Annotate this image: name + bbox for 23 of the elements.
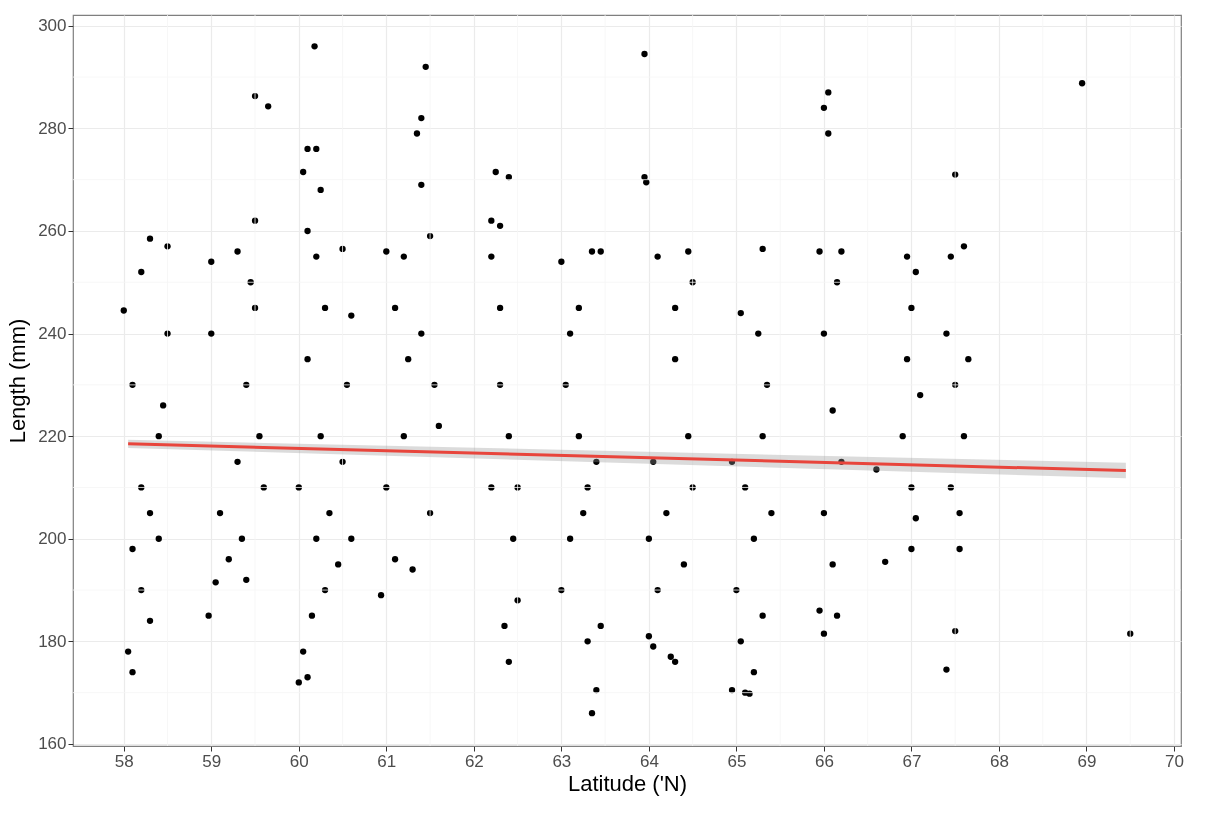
x-tick-label: 65 [727, 751, 747, 771]
y-tick-label: 280 [38, 118, 67, 138]
y-tick-label: 200 [38, 529, 67, 549]
x-tick-label: 64 [639, 751, 659, 771]
x-tick-label: 59 [202, 751, 222, 771]
x-axis-title: Latitude ('N) [567, 770, 688, 796]
x-tick-label: 60 [289, 751, 309, 771]
x-tick-label: 58 [114, 751, 134, 771]
y-tick-label: 220 [38, 426, 67, 446]
x-tick-label: 62 [464, 751, 484, 771]
y-tick-label: 240 [38, 324, 67, 344]
y-axis-title: Length (mm) [5, 318, 31, 444]
x-tick-label: 69 [1077, 751, 1097, 771]
x-tick-label: 63 [552, 751, 572, 771]
x-tick-label: 70 [1165, 751, 1184, 771]
x-tick-label: 68 [990, 751, 1009, 771]
y-tick-label: 160 [38, 734, 67, 754]
y-tick-label: 180 [38, 631, 67, 651]
x-tick-label: 67 [902, 751, 922, 771]
x-tick-label: 66 [814, 751, 834, 771]
y-tick-label: 260 [38, 221, 67, 241]
y-tick-label: 300 [38, 16, 67, 36]
x-tick-label: 61 [377, 751, 397, 771]
